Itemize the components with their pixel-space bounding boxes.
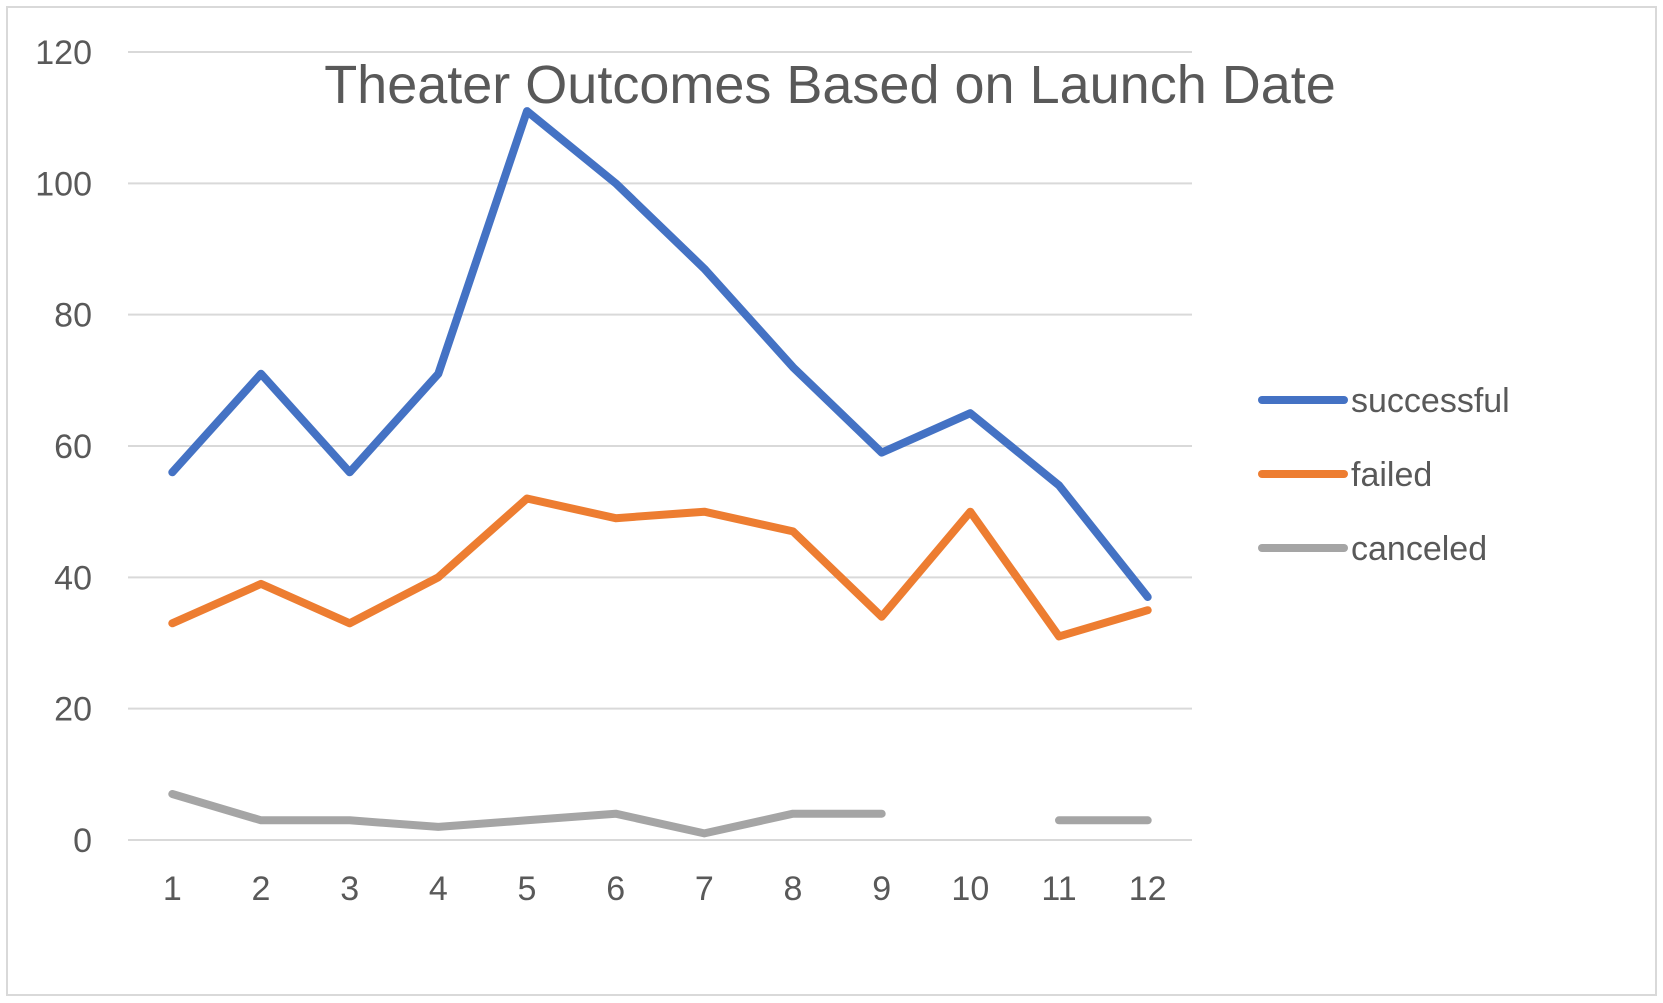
y-tick-label: 60 (54, 428, 92, 466)
series-lines (168, 107, 1152, 838)
legend-label: canceled (1351, 530, 1487, 568)
x-tick-label: 9 (872, 870, 891, 908)
series-line-segment (168, 790, 886, 838)
chart-title: Theater Outcomes Based on Launch Date (324, 55, 1336, 115)
x-tick-label: 5 (518, 870, 537, 908)
y-axis: 0 20 40 60 80 100 120 (35, 34, 92, 860)
gridlines (128, 51, 1192, 841)
x-tick-label: 3 (340, 870, 359, 908)
x-tick-label: 8 (784, 870, 803, 908)
x-tick-label: 6 (606, 870, 625, 908)
legend-label: failed (1351, 456, 1432, 494)
legend: successful failed canceled (1258, 382, 1510, 568)
x-tick-label: 2 (252, 870, 271, 908)
series-failed (168, 494, 1152, 641)
y-tick-label: 80 (54, 297, 92, 335)
legend-label: successful (1351, 382, 1510, 420)
y-tick-label: 100 (35, 165, 92, 203)
y-tick-label: 120 (35, 34, 92, 72)
series-canceled (168, 790, 1152, 838)
x-tick-label: 10 (951, 870, 989, 908)
chart-frame: 0 20 40 60 80 100 120 1 2 3 4 5 6 7 8 9 10 11 12 Theater … (6, 6, 1657, 996)
series-line-segment (168, 494, 1152, 641)
series-successful (168, 107, 1152, 601)
x-tick-label: 4 (429, 870, 448, 908)
legend-item-canceled: canceled (1258, 530, 1487, 568)
x-tick-label: 7 (695, 870, 714, 908)
y-tick-label: 40 (54, 559, 92, 597)
x-tick-label: 1 (163, 870, 182, 908)
series-line-segment (168, 107, 1152, 601)
x-tick-label: 12 (1129, 870, 1167, 908)
y-tick-label: 20 (54, 691, 92, 729)
x-tick-label: 11 (1041, 870, 1076, 908)
x-axis: 1 2 3 4 5 6 7 8 9 10 11 12 (163, 870, 1167, 908)
legend-item-failed: failed (1258, 456, 1432, 494)
y-tick-label: 0 (73, 822, 92, 860)
legend-item-successful: successful (1258, 382, 1510, 420)
